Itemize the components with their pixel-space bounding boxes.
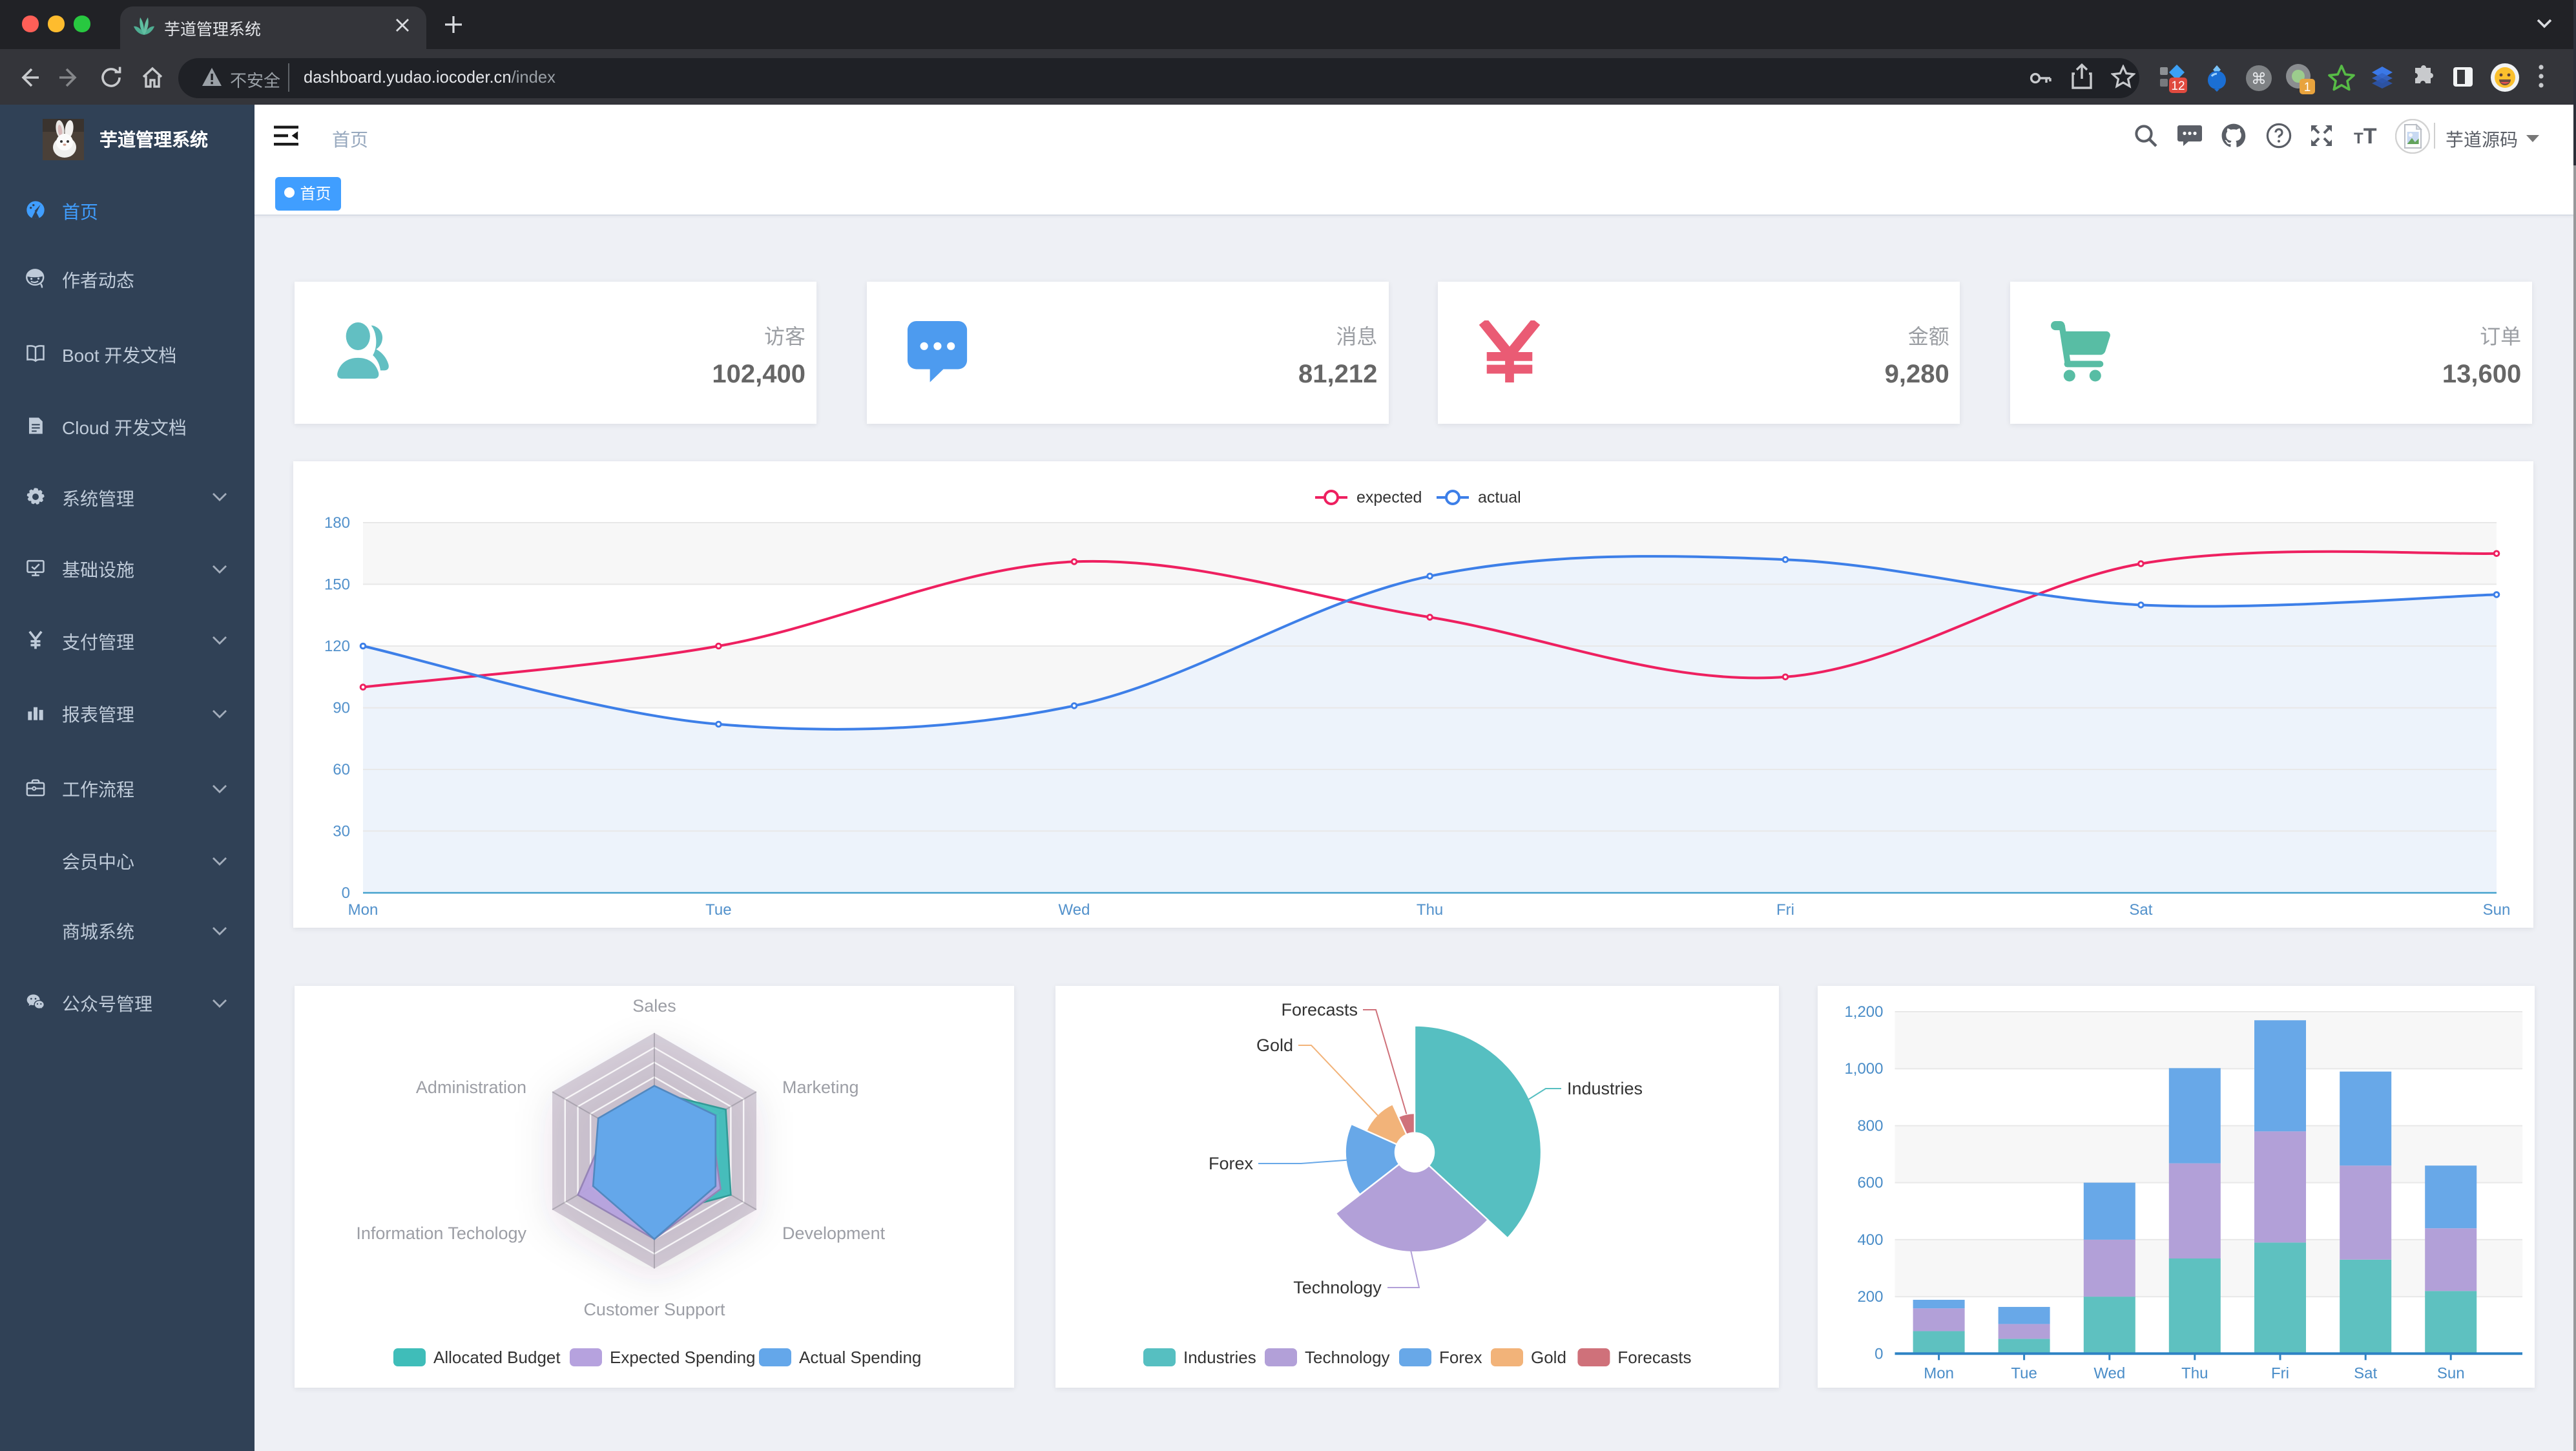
svg-text:Industries: Industries [1566, 1078, 1642, 1098]
svg-text:Allocated Budget: Allocated Budget [433, 1347, 561, 1366]
svg-text:30: 30 [333, 822, 350, 840]
svg-text:Fri: Fri [2271, 1364, 2289, 1381]
svg-text:Expected Spending: Expected Spending [610, 1347, 756, 1366]
svg-text:400: 400 [1857, 1231, 1883, 1248]
svg-text:Mon: Mon [348, 901, 379, 919]
svg-text:Forecasts: Forecasts [1617, 1347, 1690, 1366]
svg-text:150: 150 [324, 576, 350, 593]
svg-text:Forecasts: Forecasts [1280, 999, 1357, 1019]
svg-text:Sun: Sun [2483, 901, 2511, 919]
svg-text:Thu: Thu [2181, 1364, 2208, 1381]
svg-text:12: 12 [2171, 79, 2185, 93]
svg-text:Administration: Administration [416, 1077, 526, 1096]
svg-text:Wed: Wed [2093, 1364, 2125, 1381]
svg-text:1,200: 1,200 [1844, 1003, 1883, 1020]
svg-text:Sun: Sun [2437, 1364, 2465, 1381]
svg-text:Mon: Mon [1924, 1364, 1954, 1381]
svg-text:Technology: Technology [1304, 1347, 1389, 1366]
svg-text:120: 120 [324, 638, 350, 655]
svg-text:180: 180 [324, 514, 350, 532]
svg-text:Customer Support: Customer Support [583, 1299, 725, 1319]
svg-text:expected: expected [1356, 488, 1422, 506]
svg-text:1: 1 [2304, 81, 2311, 94]
svg-text:Tue: Tue [2011, 1364, 2037, 1381]
svg-text:Tue: Tue [705, 901, 731, 919]
svg-text:Forex: Forex [1208, 1153, 1253, 1173]
svg-text:200: 200 [1857, 1288, 1883, 1305]
svg-text:Marketing: Marketing [782, 1077, 859, 1096]
svg-text:Gold: Gold [1530, 1347, 1566, 1366]
svg-text:⌘: ⌘ [2251, 70, 2267, 88]
svg-text:Information Techology: Information Techology [356, 1223, 526, 1242]
svg-text:0: 0 [1875, 1344, 1883, 1362]
svg-text:Technology: Technology [1293, 1277, 1381, 1297]
svg-text:Industries: Industries [1183, 1347, 1256, 1366]
svg-text:Forex: Forex [1439, 1347, 1481, 1366]
svg-text:Sales: Sales [632, 996, 676, 1015]
svg-text:60: 60 [333, 761, 350, 778]
svg-text:Development: Development [782, 1223, 886, 1242]
svg-text:Fri: Fri [1776, 901, 1794, 919]
svg-text:90: 90 [333, 700, 350, 717]
svg-text:Wed: Wed [1059, 901, 1090, 919]
svg-text:Gold: Gold [1256, 1035, 1293, 1054]
svg-text:Sat: Sat [2354, 1364, 2377, 1381]
svg-text:Actual Spending: Actual Spending [799, 1347, 921, 1366]
svg-text:Thu: Thu [1417, 901, 1443, 919]
svg-text:Sat: Sat [2129, 901, 2152, 919]
svg-text:600: 600 [1857, 1174, 1883, 1191]
svg-text:1,000: 1,000 [1844, 1060, 1883, 1077]
svg-text:actual: actual [1478, 488, 1521, 506]
svg-text:0: 0 [342, 884, 350, 902]
svg-text:800: 800 [1857, 1116, 1883, 1134]
